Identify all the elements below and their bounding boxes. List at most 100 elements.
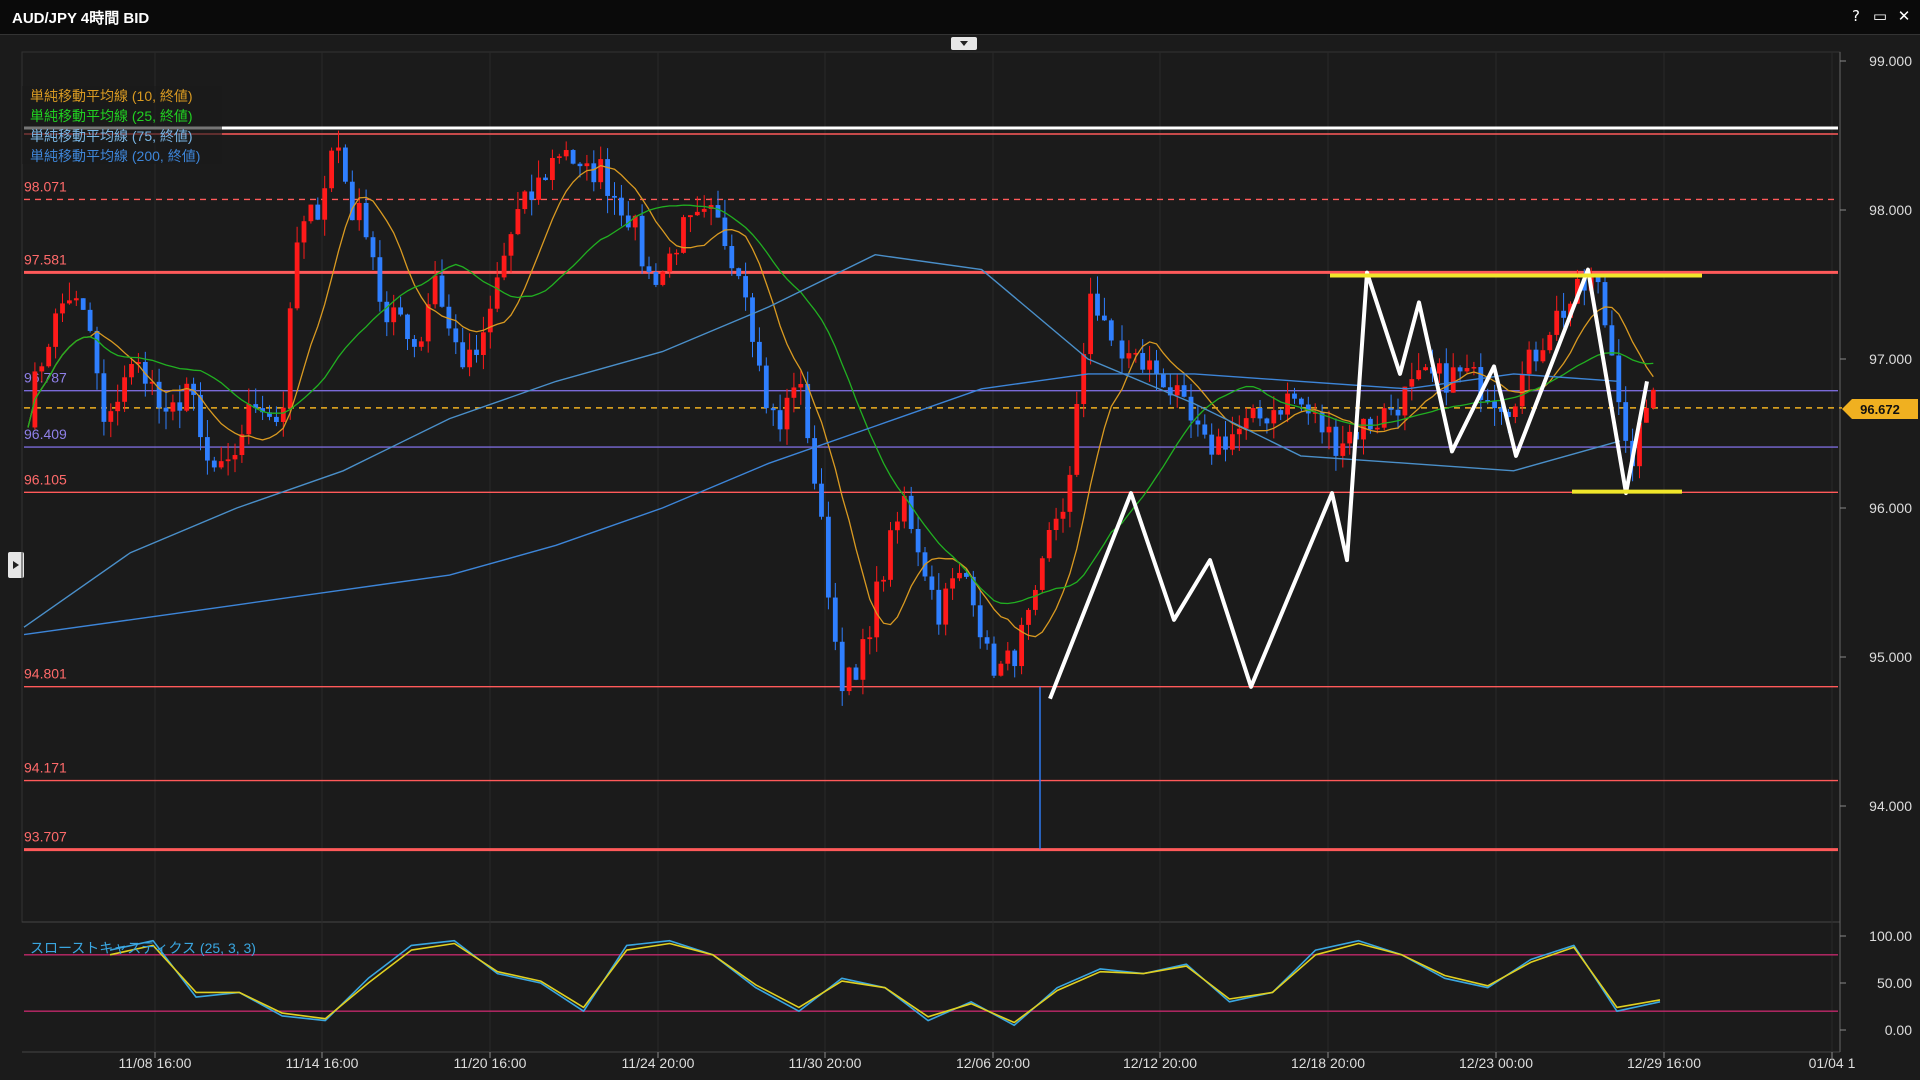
candle-body (1167, 387, 1173, 396)
collapse-toggle[interactable] (951, 37, 977, 50)
candle-body (550, 157, 555, 181)
candle-body (701, 208, 707, 212)
candle-body (619, 197, 624, 216)
zigzag-line (1048, 267, 1649, 700)
stoch-k-line (109, 939, 1661, 1027)
time-tick-label: 11/14 16:00 (286, 1055, 359, 1071)
candle-body (267, 412, 272, 417)
candle-body (805, 383, 811, 439)
candle-body (1140, 353, 1146, 370)
candle-body (60, 303, 65, 314)
price-tick-label: 97.000 (1869, 351, 1912, 367)
candle-body (432, 275, 438, 305)
candle-body (1019, 624, 1024, 667)
candle-body (287, 308, 293, 408)
candle-body (39, 366, 45, 372)
candle-body (1423, 367, 1428, 371)
candle-body (73, 298, 79, 301)
candle-body (625, 215, 631, 228)
candle-body (1347, 431, 1353, 444)
candle-body (349, 181, 355, 221)
candle-body (274, 416, 279, 423)
candle-body (156, 381, 162, 408)
candle-body (736, 268, 742, 277)
price-tick-label: 94.000 (1869, 798, 1912, 814)
candle-body (1354, 431, 1359, 440)
candle-body (384, 301, 390, 323)
candle-body (1499, 408, 1504, 412)
candle-body (315, 204, 321, 220)
candle-body (1033, 589, 1038, 610)
candle-body (1443, 363, 1449, 393)
price-tick-label: 95.000 (1869, 649, 1912, 665)
candle-body (294, 242, 300, 309)
side-panel-toggle[interactable] (8, 552, 24, 578)
help-icon[interactable]: ? (1852, 7, 1860, 25)
window-title: AUD/JPY 4時間 BID (12, 10, 150, 27)
candle-body (943, 588, 949, 625)
candle-body (1133, 353, 1139, 355)
time-tick-label: 11/30 20:00 (789, 1055, 862, 1071)
time-axis: 11/08 16:00 11/14 16:00 11/20 16:00 11/24 2… (119, 1052, 1856, 1071)
horizontal-levels: 98.071 97.581 96.787 96.409 96.105 94.801 94.1… (24, 126, 1842, 852)
candle-body (115, 401, 121, 412)
candle-body (812, 438, 817, 484)
candle-body (957, 572, 962, 579)
candle-body (280, 407, 286, 423)
candle-body (439, 275, 445, 307)
price-tick-label: 99.000 (1869, 53, 1912, 69)
candle-body (1326, 426, 1332, 433)
stochastics-panel: 100.00 50.00 0.00 (24, 928, 1912, 1038)
candle-body (1312, 412, 1318, 414)
candle-body (612, 195, 617, 198)
candle-body (1526, 349, 1532, 374)
candle-body (791, 387, 797, 398)
candle-body (1088, 293, 1093, 355)
candle-body (1292, 393, 1297, 399)
candle-body (763, 365, 769, 409)
candle-body (832, 597, 838, 642)
candle-body (101, 373, 107, 422)
candle-body (570, 150, 576, 164)
candle-body (1575, 278, 1580, 304)
candle-body (301, 221, 307, 243)
level-label: 96.787 (24, 370, 67, 386)
candle-body (1430, 367, 1435, 374)
candle-body (584, 163, 590, 167)
candle-body (1202, 424, 1208, 435)
candle-body (1067, 474, 1073, 512)
grid (154, 52, 1833, 1052)
candle-body (1374, 427, 1380, 430)
candle-body (757, 341, 762, 366)
candle-body (1264, 418, 1270, 424)
candle-body (1395, 409, 1401, 416)
candle-body (225, 459, 231, 462)
candle-body (1305, 404, 1311, 414)
candle-body (1223, 436, 1228, 450)
close-icon[interactable]: ✕ (1897, 7, 1911, 25)
candle-body (922, 552, 928, 577)
candle-body (929, 576, 935, 590)
candle-body (522, 191, 528, 210)
candle-body (1637, 422, 1642, 467)
candle-body (1074, 404, 1080, 475)
maximize-icon[interactable]: ▭ (1872, 7, 1888, 25)
candle-body (867, 637, 873, 640)
candle-body (1216, 436, 1221, 455)
sma25-line (27, 204, 1654, 605)
candle-body (122, 377, 127, 402)
level-label: 97.581 (24, 251, 67, 267)
candle-body (460, 342, 466, 368)
stochastics-label: スローストキャスティクス (25, 3, 3) (30, 940, 256, 956)
time-tick-label: 01/04 1 (1809, 1055, 1856, 1071)
candle-body (1236, 428, 1242, 435)
candle-body (708, 205, 714, 209)
stoch-tick-label: 0.00 (1885, 1022, 1912, 1038)
candle-body (136, 361, 141, 365)
candle-body (750, 297, 755, 342)
candle-body (529, 191, 535, 200)
sma10-line (27, 164, 1654, 638)
candle-body (198, 394, 203, 438)
candle-body (67, 300, 72, 304)
